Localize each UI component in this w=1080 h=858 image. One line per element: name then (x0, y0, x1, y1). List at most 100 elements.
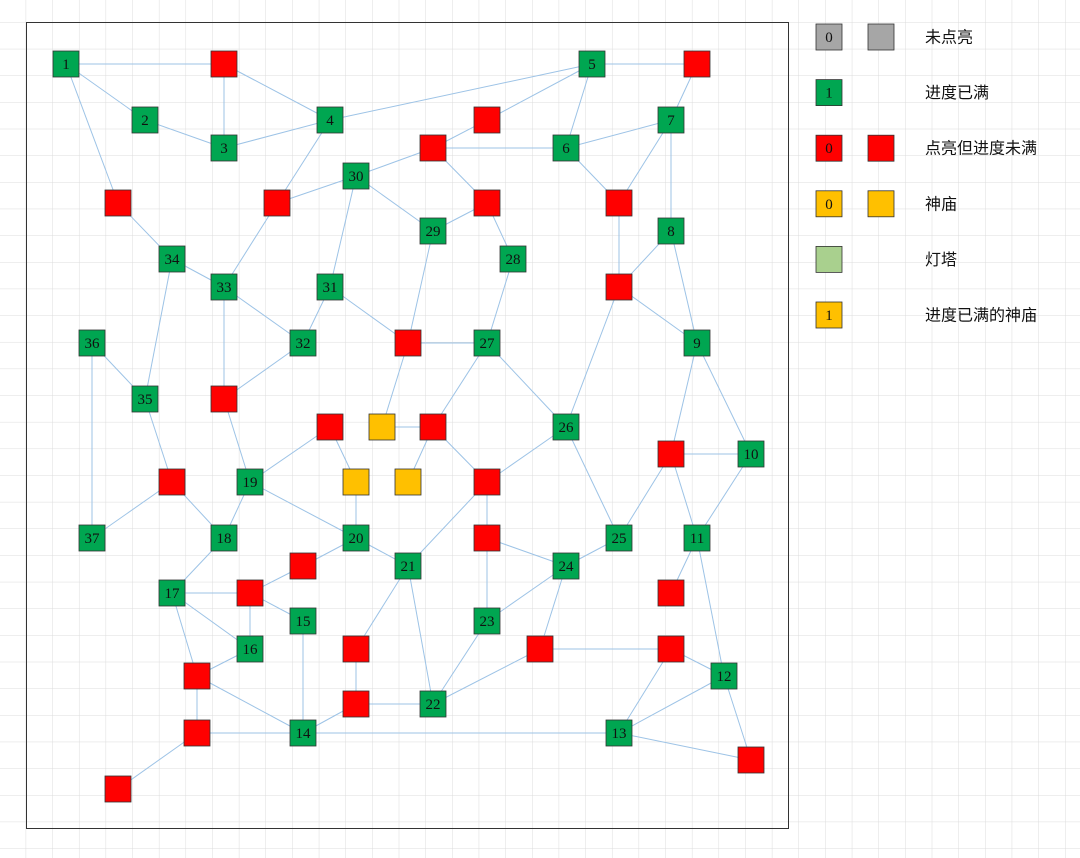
lit-node (657, 440, 685, 468)
full-node (131, 385, 159, 413)
legend-marker (815, 79, 843, 106)
edge (696, 537, 725, 677)
edge (618, 675, 725, 734)
full-node (578, 50, 606, 78)
edge (381, 342, 409, 428)
full-node (342, 162, 370, 190)
node-label: 32 (296, 336, 311, 352)
lit-node (473, 106, 501, 134)
node-label: 4 (326, 113, 334, 129)
node-label: 33 (217, 280, 232, 296)
legend-marker-label: 0 (825, 197, 833, 213)
full-node (316, 106, 344, 134)
lit-node (737, 746, 765, 774)
full-node (473, 607, 501, 635)
edge (618, 648, 672, 734)
edge (486, 63, 593, 121)
legend-marker (815, 134, 843, 162)
node-label: 31 (323, 280, 338, 296)
edge (696, 342, 752, 455)
full-node (605, 719, 633, 747)
legend-marker (815, 190, 843, 218)
node-label: 11 (690, 531, 704, 547)
lit-node (605, 189, 633, 217)
lit-node (394, 329, 422, 357)
edge (223, 202, 278, 288)
full-node (210, 134, 238, 162)
edge (407, 230, 434, 344)
edge (432, 620, 488, 705)
full-node (158, 245, 186, 273)
lit-node (210, 50, 238, 78)
lit-node (605, 273, 633, 301)
legend-marker-label: 1 (825, 86, 833, 102)
full-node (657, 217, 685, 245)
edge (223, 119, 331, 149)
node-label: 21 (401, 559, 416, 575)
edge (329, 175, 357, 288)
full-node (52, 50, 80, 78)
lit-node (473, 468, 501, 496)
node-label: 19 (243, 475, 258, 491)
lit-node (419, 413, 447, 441)
full-node (78, 329, 106, 357)
full-node (552, 134, 580, 162)
node-label: 34 (165, 252, 181, 268)
full-node (710, 662, 738, 690)
node-label: 15 (296, 614, 311, 630)
full-node (657, 106, 685, 134)
edge (407, 565, 434, 705)
full-node (131, 106, 159, 134)
legend-marker-label: 0 (825, 30, 833, 46)
lit-node (342, 690, 370, 718)
legend-text: 点亮但进度未满 (925, 140, 1037, 158)
edge (618, 732, 752, 761)
legend-marker (867, 134, 895, 162)
node-label: 26 (559, 420, 575, 436)
full-node (473, 329, 501, 357)
node-label: 7 (667, 113, 675, 129)
node-label: 37 (85, 531, 101, 547)
edge (696, 453, 752, 539)
node-label: 10 (744, 447, 759, 463)
legend-marker (815, 245, 843, 273)
node-label: 14 (296, 726, 312, 742)
lit-node (473, 524, 501, 552)
node-label: 12 (717, 669, 732, 685)
node-label: 3 (220, 141, 228, 157)
full-node (78, 524, 106, 552)
node-label: 30 (349, 169, 364, 185)
full-node (289, 607, 317, 635)
temple-node (342, 468, 370, 496)
edge (565, 63, 593, 149)
edge (355, 565, 409, 650)
lit-node (683, 50, 711, 78)
full-node (552, 552, 580, 580)
edge (276, 119, 331, 204)
edge (670, 342, 698, 455)
edge (432, 648, 541, 705)
node-label: 8 (667, 224, 675, 240)
full-node (289, 329, 317, 357)
edge (407, 481, 488, 567)
temple-node (368, 413, 396, 441)
node-label: 23 (480, 614, 495, 630)
full-node (419, 690, 447, 718)
edge (618, 119, 672, 204)
node-label: 18 (217, 531, 232, 547)
lit-node (526, 635, 554, 663)
lit-node (657, 579, 685, 607)
lit-node (342, 635, 370, 663)
lit-node (183, 662, 211, 690)
full-node (499, 245, 527, 273)
node-label: 17 (165, 586, 181, 602)
node-label: 9 (693, 336, 701, 352)
full-node (210, 524, 238, 552)
legend-text: 未点亮 (925, 29, 973, 47)
full-node (236, 635, 264, 663)
edge (65, 63, 119, 204)
node-label: 24 (559, 559, 575, 575)
node-label: 2 (141, 113, 149, 129)
edge (223, 398, 251, 483)
